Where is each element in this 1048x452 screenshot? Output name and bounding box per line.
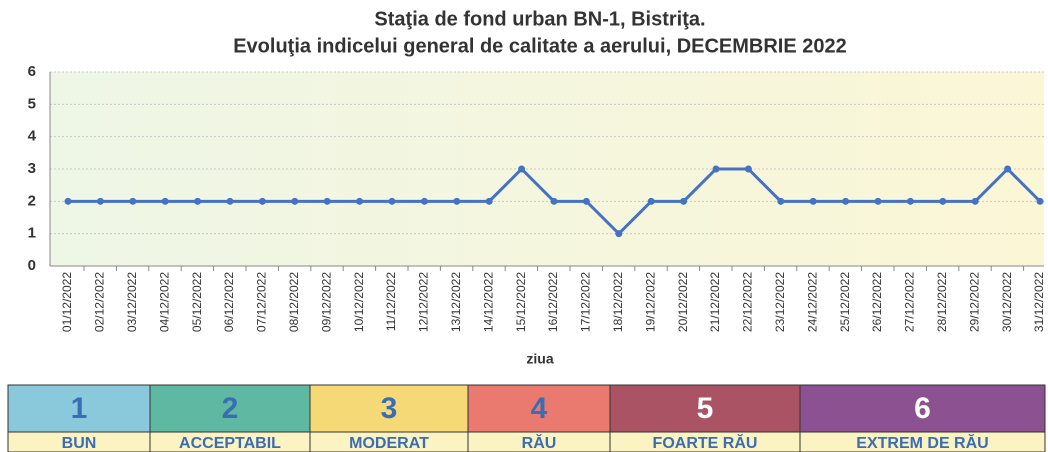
x-tick-label: 03/12/2022 <box>125 272 139 332</box>
x-tick-label: 28/12/2022 <box>935 272 949 332</box>
x-tick-label: 07/12/2022 <box>255 272 269 332</box>
x-tick-label: 26/12/2022 <box>870 272 884 332</box>
data-point <box>1036 197 1044 205</box>
data-point <box>129 197 137 205</box>
data-point <box>323 197 331 205</box>
data-point <box>194 197 202 205</box>
x-tick-label: 20/12/2022 <box>676 272 690 332</box>
data-point <box>1004 165 1012 173</box>
x-tick-label: 05/12/2022 <box>190 272 204 332</box>
x-tick-label: 31/12/2022 <box>1032 272 1046 332</box>
x-tick-label: 04/12/2022 <box>157 272 171 332</box>
x-tick-label: 01/12/2022 <box>60 272 74 332</box>
data-point <box>582 197 590 205</box>
data-point <box>680 197 688 205</box>
scale-label: RĂU <box>522 433 557 452</box>
data-point <box>971 197 979 205</box>
scale-label: EXTREM DE RĂU <box>856 433 988 452</box>
data-point <box>744 165 752 173</box>
x-tick-label: 30/12/2022 <box>1000 272 1014 332</box>
data-point <box>291 197 299 205</box>
y-tick-label: 5 <box>28 95 36 112</box>
y-tick-label: 4 <box>28 128 37 145</box>
data-point <box>939 197 947 205</box>
scale-box <box>309 384 469 433</box>
x-tick-label: 08/12/2022 <box>287 272 301 332</box>
x-tick-label: 13/12/2022 <box>449 272 463 332</box>
data-point <box>356 197 364 205</box>
y-tick-label: 0 <box>28 257 36 274</box>
data-point <box>518 165 526 173</box>
data-point <box>388 197 396 205</box>
x-tick-label: 24/12/2022 <box>805 272 819 332</box>
scale-number: 5 <box>697 392 714 425</box>
scale-number: 2 <box>222 392 239 425</box>
scale-box <box>799 384 1046 433</box>
x-tick-label: 19/12/2022 <box>643 272 657 332</box>
scale-label: FOARTE RĂU <box>653 433 758 452</box>
y-tick-label: 2 <box>28 192 36 209</box>
chart-title: Staţia de fond urban BN-1, Bistriţa. <box>374 8 705 30</box>
scale-label: BUN <box>62 435 97 452</box>
x-axis-label: ziua <box>526 351 553 367</box>
x-tick-label: 09/12/2022 <box>319 272 333 332</box>
data-point <box>258 197 266 205</box>
scale-box <box>7 384 151 433</box>
data-point <box>809 197 817 205</box>
data-point <box>647 197 655 205</box>
scale-number: 3 <box>381 392 398 425</box>
x-tick-label: 14/12/2022 <box>481 272 495 332</box>
scale-label-box <box>799 431 1046 452</box>
data-point <box>420 197 428 205</box>
data-point <box>777 197 785 205</box>
y-tick-label: 1 <box>28 225 36 242</box>
data-point <box>906 197 914 205</box>
y-tick-label: 6 <box>28 63 36 80</box>
y-tick-label: 3 <box>28 160 36 177</box>
x-tick-label: 23/12/2022 <box>773 272 787 332</box>
x-tick-label: 25/12/2022 <box>838 272 852 332</box>
x-tick-label: 12/12/2022 <box>417 272 431 332</box>
x-tick-label: 06/12/2022 <box>222 272 236 332</box>
data-point <box>226 197 234 205</box>
x-tick-label: 21/12/2022 <box>708 272 722 332</box>
data-point <box>161 197 169 205</box>
scale-box <box>149 384 311 433</box>
x-tick-label: 16/12/2022 <box>546 272 560 332</box>
scale-number: 1 <box>71 392 88 425</box>
data-point <box>615 230 623 238</box>
data-point <box>96 197 104 205</box>
x-tick-label: 15/12/2022 <box>514 272 528 332</box>
x-tick-label: 29/12/2022 <box>967 272 981 332</box>
x-tick-label: 11/12/2022 <box>384 272 398 331</box>
x-tick-label: 02/12/2022 <box>93 272 107 332</box>
data-point <box>453 197 461 205</box>
x-tick-label: 18/12/2022 <box>611 272 625 332</box>
data-point <box>712 165 720 173</box>
scale-number: 4 <box>531 392 548 425</box>
x-tick-label: 17/12/2022 <box>579 272 593 332</box>
data-point <box>842 197 850 205</box>
x-tick-label: 27/12/2022 <box>903 272 917 332</box>
x-tick-label: 22/12/2022 <box>741 272 755 332</box>
data-point <box>550 197 558 205</box>
scale-label: MODERAT <box>349 435 429 452</box>
scale-number: 6 <box>914 392 931 425</box>
x-tick-label: 10/12/2022 <box>352 272 366 332</box>
data-point <box>485 197 493 205</box>
data-point <box>874 197 882 205</box>
data-point <box>64 197 72 205</box>
chart-subtitle: Evoluţia indicelui general de calitate a… <box>233 35 847 57</box>
scale-label: ACCEPTABIL <box>179 435 281 452</box>
